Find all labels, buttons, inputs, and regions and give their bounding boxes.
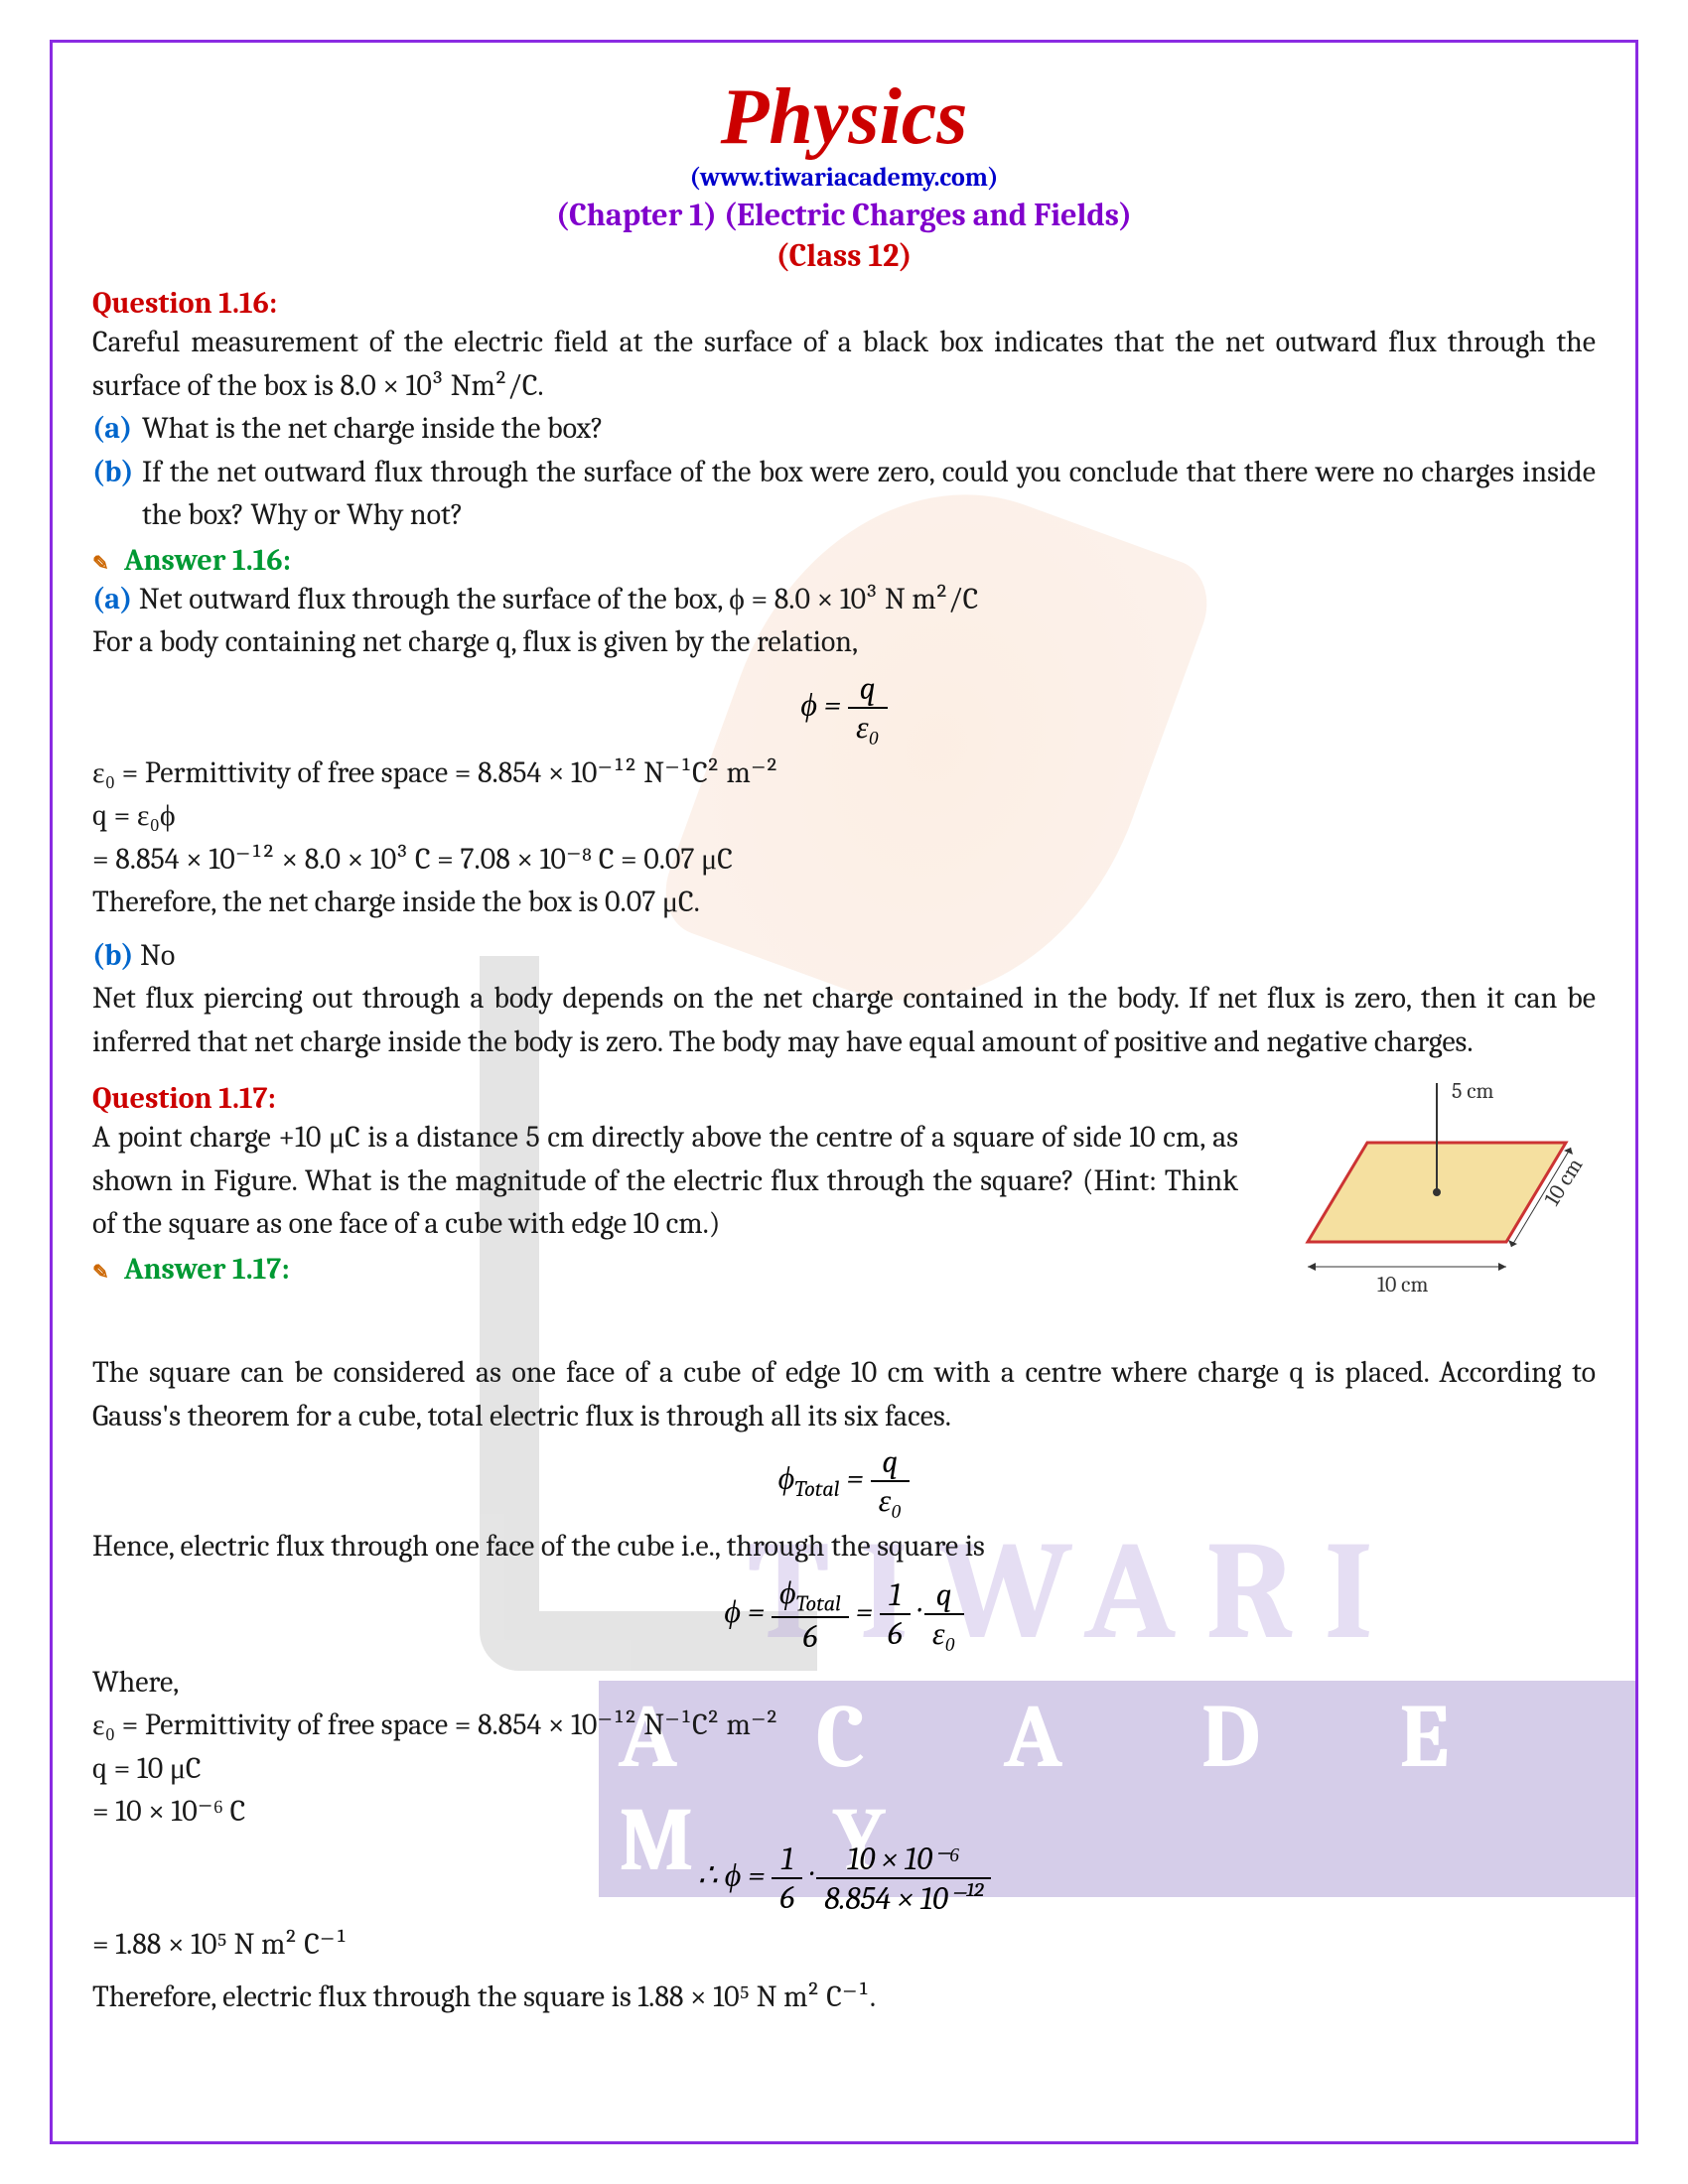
pencil-icon: ✎ xyxy=(92,1260,124,1284)
formula-phi-q-e0: ϕ = qε₀ xyxy=(92,670,1596,746)
page-url: (www.tiwariacademy.com) xyxy=(92,163,1596,193)
formula-final-calc: ∴ ϕ = 16 · 10 × 10⁻⁶8.854 × 10⁻¹² xyxy=(92,1840,1596,1917)
answer-117-line3: Where, xyxy=(92,1661,1596,1705)
page-title: Physics xyxy=(92,72,1596,163)
answer-116-a-line1: (a) Net outward flux through the surface… xyxy=(92,578,1596,621)
answer-116-b-line1: (b) No xyxy=(92,934,1596,978)
pencil-icon: ✎ xyxy=(92,551,124,575)
answer-116-a-line3: ε₀ = Permittivity of free space = 8.854 … xyxy=(92,751,1596,795)
answer-116-a-line6: Therefore, the net charge inside the box… xyxy=(92,881,1596,924)
chapter-heading: (Chapter 1) (Electric Charges and Fields… xyxy=(92,197,1596,233)
answer-116-label: ✎Answer 1.16: xyxy=(92,543,1596,578)
answer-116-a-line2: For a body containing net charge q, flux… xyxy=(92,620,1596,664)
answer-117-line1: The square can be considered as one face… xyxy=(92,1351,1596,1437)
formula-phi-total: ϕTotal = qε₀ xyxy=(92,1443,1596,1519)
formula-one-face: ϕ = ϕTotal6 = 16 · qε₀ xyxy=(92,1574,1596,1655)
answer-116-a-line5: = 8.854 × 10⁻¹² × 8.0 × 10³ C = 7.08 × 1… xyxy=(92,838,1596,882)
svg-text:10 cm: 10 cm xyxy=(1377,1272,1428,1297)
question-116-part-a: (a)What is the net charge inside the box… xyxy=(92,407,1596,451)
question-116-label: Question 1.16: xyxy=(92,286,1596,321)
answer-117-line5: q = 10 μC xyxy=(92,1747,1596,1791)
question-116-intro: Careful measurement of the electric fiel… xyxy=(92,321,1596,407)
svg-text:5 cm: 5 cm xyxy=(1452,1078,1494,1104)
answer-116-b-line2: Net flux piercing out through a body dep… xyxy=(92,977,1596,1063)
answer-117-line2: Hence, electric flux through one face of… xyxy=(92,1525,1596,1569)
class-heading: (Class 12) xyxy=(92,237,1596,274)
answer-117-line6: = 10 × 10⁻⁶ C xyxy=(92,1790,1596,1834)
answer-116-a-line4: q = ε₀ϕ xyxy=(92,794,1596,838)
square-charge-figure: 5 cm 10 cm 10 cm xyxy=(1258,1063,1596,1341)
question-116-part-b: (b)If the net outward flux through the s… xyxy=(92,451,1596,537)
answer-117-line4: ε₀ = Permittivity of free space = 8.854 … xyxy=(92,1704,1596,1747)
answer-117-line8: Therefore, electric flux through the squ… xyxy=(92,1976,1596,2019)
answer-117-line7: = 1.88 × 10⁵ N m² C⁻¹ xyxy=(92,1923,1596,1967)
